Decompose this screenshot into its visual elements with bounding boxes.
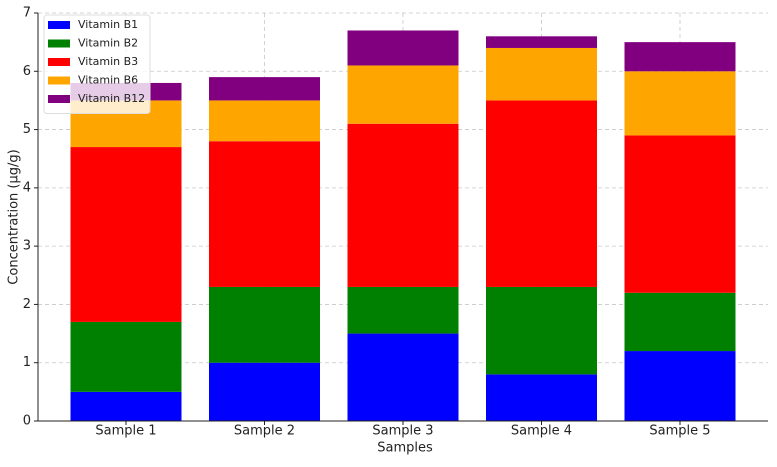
x-axis-label: Samples	[377, 441, 433, 456]
x-tick-label: Sample 4	[511, 424, 572, 439]
bar-segment	[70, 321, 182, 392]
bar-segment	[486, 36, 597, 48]
bar-segment	[624, 351, 736, 421]
x-tick-label: Sample 3	[372, 424, 433, 439]
bar-segment	[70, 147, 182, 322]
legend-label: Vitamin B6	[78, 74, 138, 87]
bar-segment	[486, 47, 597, 101]
legend-swatch	[48, 21, 70, 29]
bar-segment	[209, 286, 320, 363]
legend-box	[43, 14, 151, 114]
bar-segment	[347, 333, 459, 421]
legend-swatch	[48, 76, 70, 85]
bar-segment	[347, 123, 459, 287]
bar-segment	[486, 286, 597, 375]
legend-swatch	[48, 39, 70, 48]
bar-segment	[209, 77, 320, 101]
bar-segment	[209, 141, 320, 287]
bar-segment	[347, 30, 459, 66]
legend-swatch	[48, 58, 70, 66]
y-axis-label: Concentration (µg/g)	[7, 149, 22, 284]
x-tick-label: Sample 5	[649, 424, 710, 439]
y-tick-label: 7	[23, 6, 31, 21]
y-tick-label: 4	[23, 180, 31, 195]
bar-segment	[70, 391, 182, 421]
y-tick-label: 1	[23, 355, 31, 370]
bar-segment	[347, 286, 459, 334]
y-tick-label: 6	[23, 64, 31, 79]
bar-segment	[624, 292, 736, 352]
legend-label: Vitamin B1	[78, 18, 138, 31]
legend: Vitamin B1 Vitamin B2 Vitamin B3 Vitamin B6…	[43, 14, 151, 114]
bar-segment	[209, 100, 320, 142]
x-tick-label: Sample 2	[234, 424, 295, 439]
bar-segment	[624, 135, 736, 293]
legend-label: Vitamin B3	[78, 55, 138, 68]
legend-label: Vitamin B12	[78, 92, 145, 105]
bar-segment	[624, 42, 736, 72]
legend-label: Vitamin B2	[78, 37, 138, 50]
bar-segment	[486, 374, 597, 421]
bar-segment	[624, 71, 736, 136]
y-tick-label: 5	[23, 122, 31, 137]
bar-segment	[209, 362, 320, 421]
x-tick-label: Sample 1	[95, 424, 156, 439]
y-tick-label: 0	[23, 414, 31, 429]
bar-segment	[486, 100, 597, 287]
legend-swatch	[48, 95, 70, 103]
y-tick-label: 3	[23, 239, 31, 254]
y-tick-label: 2	[23, 297, 31, 312]
bar-segment	[347, 65, 459, 124]
